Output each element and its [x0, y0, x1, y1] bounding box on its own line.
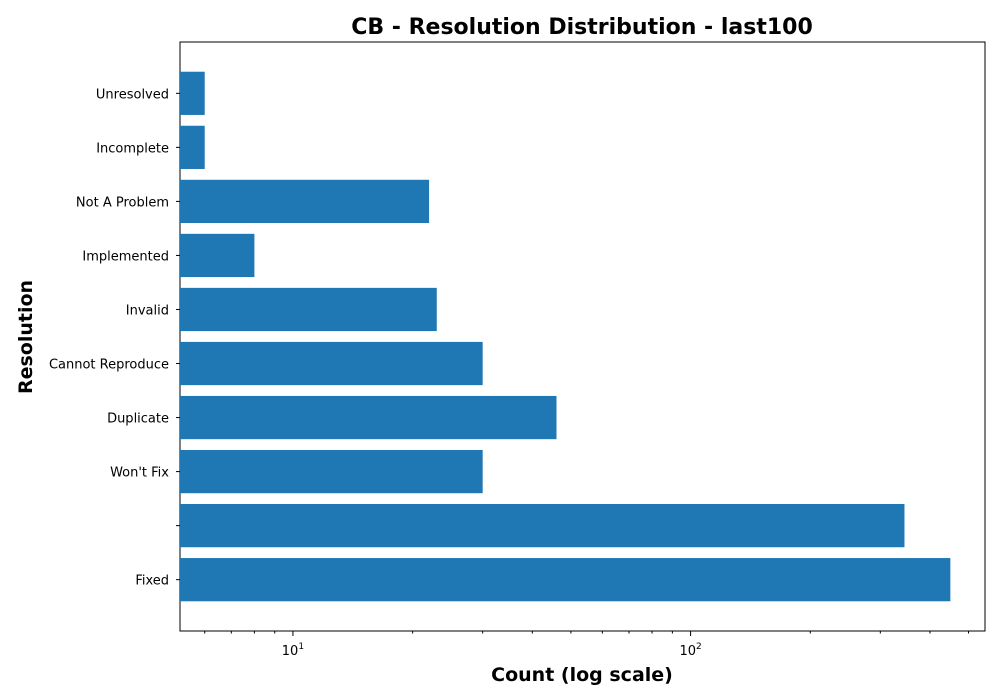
- x-axis-label: Count (log scale): [491, 664, 673, 686]
- y-tick-label: Won't Fix: [110, 466, 169, 481]
- y-tick-labels: Fixed Won't Fix Duplicate Cannot Reproduce I…: [49, 87, 180, 589]
- bar: [180, 125, 205, 169]
- y-tick-label: Incomplete: [96, 141, 169, 156]
- y-tick-label: Fixed: [135, 574, 169, 589]
- bar: [180, 71, 205, 115]
- y-tick-label: Implemented: [82, 249, 169, 264]
- y-tick-label: Not A Problem: [76, 195, 169, 210]
- bar: [180, 558, 951, 602]
- x-ticks: 101 102: [204, 631, 970, 659]
- y-tick-label: Duplicate: [107, 412, 169, 427]
- y-tick-label: Cannot Reproduce: [49, 358, 169, 373]
- bar: [180, 179, 430, 224]
- x-tick-label: 102: [679, 642, 701, 659]
- bar: [180, 395, 557, 440]
- bar: [180, 233, 255, 278]
- y-axis-label: Resolution: [15, 280, 37, 394]
- x-tick-label: 101: [282, 642, 304, 659]
- y-tick-label: Unresolved: [96, 87, 169, 102]
- bar: [180, 341, 483, 386]
- y-tick-label: Invalid: [126, 303, 169, 318]
- plot-area: [179, 41, 986, 632]
- bar: [180, 504, 905, 548]
- bar: [180, 449, 483, 494]
- bars: [180, 71, 951, 602]
- bar: [180, 287, 437, 332]
- chart-title: CB - Resolution Distribution - last100: [351, 15, 813, 40]
